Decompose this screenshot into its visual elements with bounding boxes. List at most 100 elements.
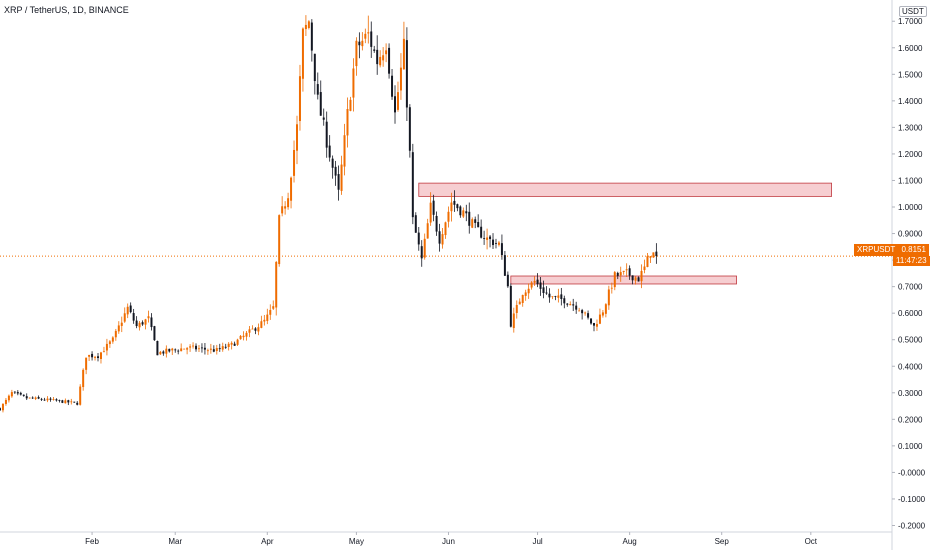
candle-body bbox=[468, 211, 471, 226]
candle-body bbox=[385, 50, 388, 55]
candle-body bbox=[144, 319, 147, 325]
candle-body bbox=[527, 288, 530, 294]
candle-body bbox=[99, 352, 102, 359]
candle-body bbox=[245, 332, 248, 337]
candle-body bbox=[108, 341, 111, 345]
candle-body bbox=[456, 204, 459, 209]
candle-body bbox=[554, 296, 557, 297]
candle-body bbox=[616, 272, 619, 276]
price-tick-label: 1.0000 bbox=[898, 203, 923, 212]
candle-body bbox=[13, 391, 16, 393]
candle-body bbox=[284, 206, 287, 209]
candle-body bbox=[480, 226, 483, 238]
candle-body bbox=[168, 348, 171, 352]
candle-body bbox=[625, 269, 628, 271]
candle-body bbox=[7, 395, 10, 401]
candle-body bbox=[76, 402, 79, 405]
candle-body bbox=[85, 357, 88, 370]
price-tick-label: 1.3000 bbox=[898, 123, 923, 132]
candle-body bbox=[435, 215, 438, 232]
candle-body bbox=[70, 401, 73, 403]
price-axis[interactable]: 1.7000 1.6000 1.5000 1.4000 1.3000 1.2000 1.10… bbox=[892, 17, 926, 530]
candle-body bbox=[150, 317, 153, 328]
candle-body bbox=[370, 31, 373, 47]
candle-body bbox=[613, 272, 616, 288]
candle-body bbox=[43, 399, 46, 401]
candle-body bbox=[337, 174, 340, 190]
candle-body bbox=[147, 316, 150, 319]
candle-body bbox=[578, 310, 581, 312]
candle-body bbox=[399, 67, 402, 91]
candle-body bbox=[545, 292, 548, 294]
candle-body bbox=[316, 84, 319, 95]
candle-body bbox=[293, 149, 296, 176]
candle-body bbox=[376, 49, 379, 65]
price-tick-label: 1.4000 bbox=[898, 97, 923, 106]
candle-body bbox=[174, 349, 177, 351]
candle-body bbox=[349, 99, 352, 111]
price-tick-label: 0.2000 bbox=[898, 415, 923, 424]
time-axis[interactable]: Feb Mar Apr May Jun Jul Aug Sep Oct bbox=[85, 532, 818, 546]
candle-body bbox=[569, 304, 572, 306]
price-tick-label: 0.7000 bbox=[898, 283, 923, 292]
candle-body bbox=[604, 304, 607, 314]
price-badge-value: 0.8151 bbox=[901, 245, 926, 254]
candle-body bbox=[10, 392, 13, 397]
candle-body bbox=[607, 289, 610, 306]
candle-body bbox=[46, 398, 49, 401]
candle-body bbox=[135, 320, 138, 327]
candle-body bbox=[102, 351, 105, 353]
supply-demand-zone-0 bbox=[418, 182, 832, 197]
candle-body bbox=[304, 24, 307, 30]
candle-body bbox=[55, 399, 58, 401]
candle-body bbox=[355, 40, 358, 67]
candle-body bbox=[331, 158, 334, 168]
candle-body bbox=[432, 200, 435, 215]
candle-body bbox=[587, 313, 590, 318]
candle-body bbox=[248, 329, 251, 333]
candle-body bbox=[129, 305, 132, 313]
candle-body bbox=[221, 346, 224, 350]
candle-body bbox=[79, 386, 82, 405]
candle-body bbox=[396, 92, 399, 110]
candle-body bbox=[652, 252, 655, 258]
candle-body bbox=[536, 279, 539, 285]
candle-body bbox=[236, 339, 239, 345]
candle-body bbox=[402, 38, 405, 70]
price-tick-label: 0.9000 bbox=[898, 230, 923, 239]
candle-body bbox=[364, 33, 367, 39]
candle-body bbox=[319, 92, 322, 116]
candle-body bbox=[595, 323, 598, 327]
candle-body bbox=[120, 322, 123, 326]
candle-body bbox=[203, 347, 206, 350]
candle-body bbox=[37, 396, 40, 399]
candle-body bbox=[183, 348, 186, 350]
candle-body bbox=[358, 41, 361, 46]
candle-body bbox=[622, 270, 625, 272]
candle-body bbox=[40, 398, 43, 400]
candle-body bbox=[61, 400, 64, 403]
candle-body bbox=[206, 350, 209, 352]
candle-body bbox=[19, 392, 22, 395]
candle-body bbox=[177, 350, 180, 352]
candle-body bbox=[649, 256, 652, 258]
price-badge-symbol: XRPUSDT bbox=[857, 245, 896, 254]
candle-body bbox=[218, 348, 221, 350]
candle-body bbox=[405, 40, 408, 108]
candle-body bbox=[477, 222, 480, 228]
candle-body bbox=[153, 326, 156, 341]
candle-body bbox=[373, 49, 376, 51]
candle-body bbox=[486, 237, 489, 240]
candle-body bbox=[189, 346, 192, 348]
candle-body bbox=[521, 295, 524, 303]
candle-body bbox=[453, 200, 456, 205]
currency-unit-label[interactable]: USDT bbox=[899, 6, 927, 17]
candle-body bbox=[209, 348, 212, 350]
plot-background bbox=[0, 0, 892, 532]
candle-body bbox=[254, 328, 257, 331]
price-tick-label: 0.6000 bbox=[898, 309, 923, 318]
candle-body bbox=[132, 313, 135, 321]
price-tick-label: 1.7000 bbox=[898, 17, 923, 26]
symbol-title: XRP / TetherUS, 1D, BINANCE bbox=[4, 5, 129, 15]
